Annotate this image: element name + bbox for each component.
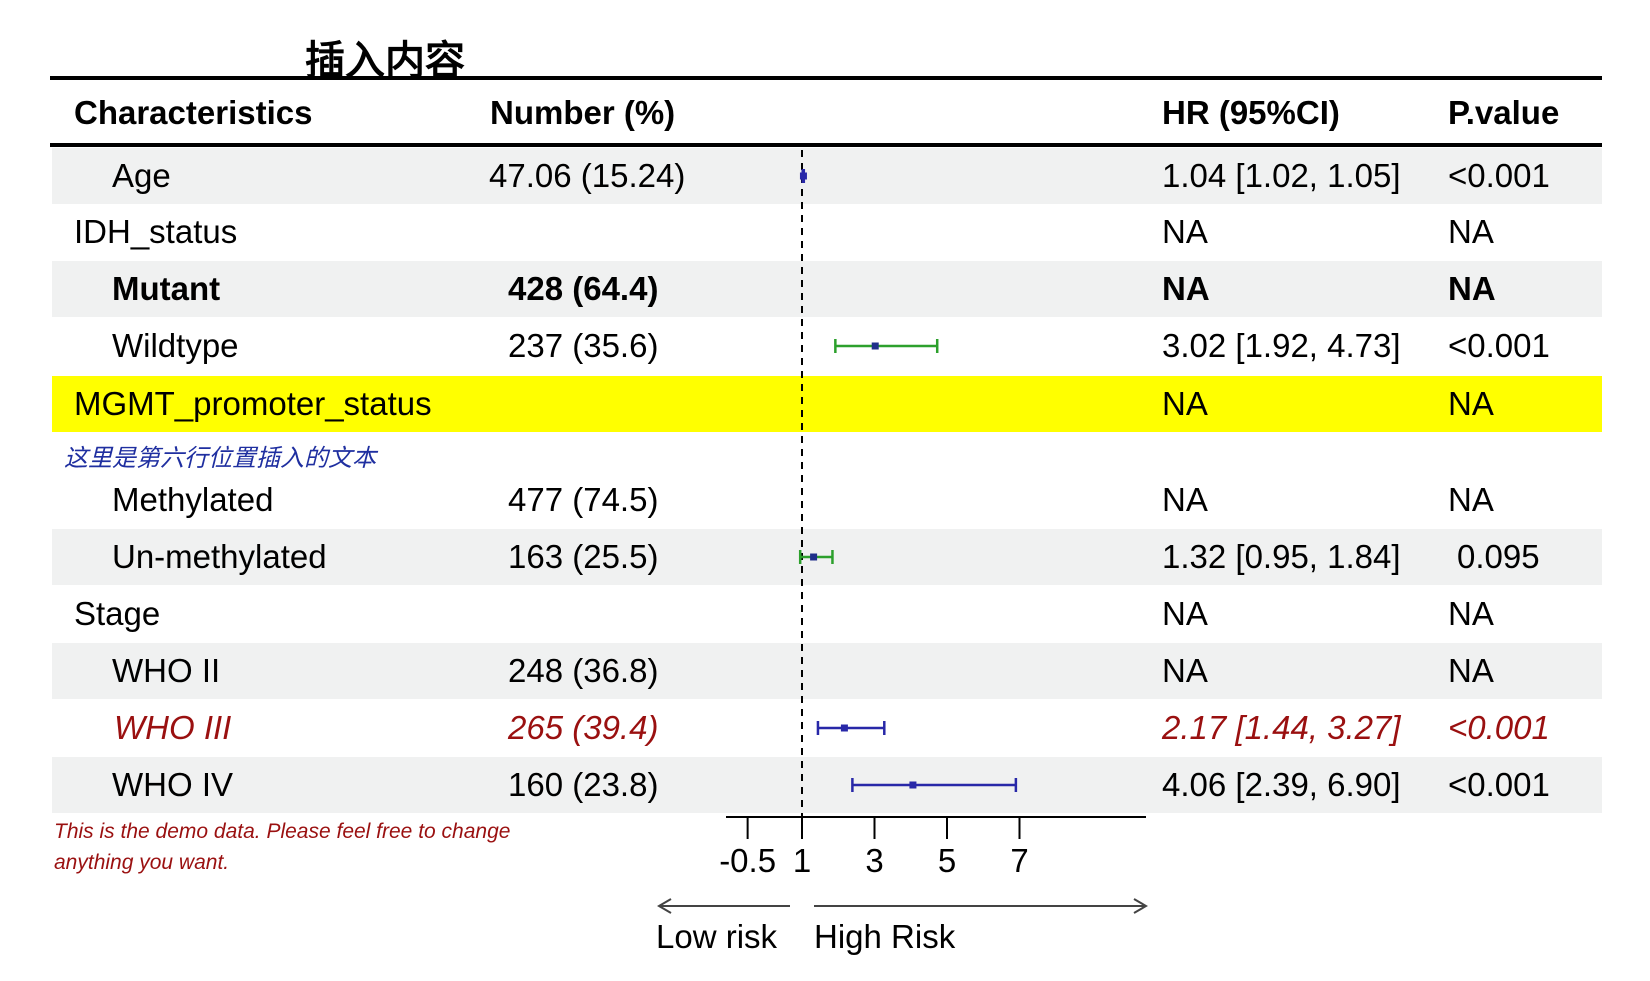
row-hr: NA bbox=[1162, 270, 1210, 307]
row-label: Mutant bbox=[112, 270, 221, 307]
row-hr: NA bbox=[1162, 652, 1208, 689]
row-pvalue: <0.001 bbox=[1448, 157, 1550, 194]
row-pvalue: NA bbox=[1448, 652, 1494, 689]
row-number: 477 (74.5) bbox=[508, 481, 659, 518]
row-number: 237 (35.6) bbox=[508, 327, 659, 364]
header-number: Number (%) bbox=[490, 94, 676, 131]
x-axis-ticks: -0.5 1 3 5 7 bbox=[719, 817, 1029, 879]
high-risk-label: High Risk bbox=[814, 918, 956, 955]
high-risk-arrow-head bbox=[1133, 898, 1148, 914]
row-label: Stage bbox=[74, 595, 161, 632]
row-hr: 2.17 [1.44, 3.27] bbox=[1162, 709, 1401, 746]
row-pvalue: <0.001 bbox=[1448, 766, 1550, 803]
ci-mark-who-iv bbox=[851, 778, 1018, 792]
row-hr: NA bbox=[1162, 481, 1208, 518]
table-row-mgmt-status: MGMT_promoter_status NA NA bbox=[52, 376, 1602, 432]
table-row-age: Age 47.06 (15.24) 1.04 [1.02, 1.05] <0.0… bbox=[52, 148, 1602, 204]
hr-point bbox=[810, 553, 818, 561]
row-label: WHO II bbox=[112, 652, 221, 689]
top-rule bbox=[50, 76, 1602, 80]
x-tick-label: -0.5 bbox=[719, 842, 776, 879]
header-rule bbox=[50, 143, 1602, 147]
ci-mark-age bbox=[799, 169, 807, 183]
row-hr: 3.02 [1.92, 4.73] bbox=[1162, 327, 1401, 364]
table-row-stage: Stage NA NA bbox=[52, 586, 1602, 642]
ci-mark-un-methylated bbox=[798, 550, 834, 564]
row-label: Wildtype bbox=[112, 327, 239, 364]
row-pvalue: NA bbox=[1448, 270, 1496, 307]
hr-point bbox=[799, 172, 807, 180]
row-label: WHO IV bbox=[112, 766, 233, 803]
ci-mark-who-iii bbox=[816, 721, 886, 735]
x-tick-label: 3 bbox=[865, 842, 883, 879]
row-pvalue: 0.095 bbox=[1457, 538, 1540, 575]
hr-point bbox=[840, 724, 848, 732]
risk-arrows bbox=[657, 898, 1148, 914]
table-row-who-iv: WHO IV 160 (23.8) 4.06 [2.39, 6.90] <0.0… bbox=[52, 757, 1602, 813]
table-row-who-ii: WHO II 248 (36.8) NA NA bbox=[52, 643, 1602, 699]
row-number: 163 (25.5) bbox=[508, 538, 659, 575]
row-pvalue: NA bbox=[1448, 213, 1494, 250]
row-hr: NA bbox=[1162, 213, 1208, 250]
row-number: 265 (39.4) bbox=[508, 709, 659, 746]
row-label: Age bbox=[112, 157, 171, 194]
low-risk-label: Low risk bbox=[656, 918, 778, 955]
row-hr: NA bbox=[1162, 595, 1208, 632]
row-label: Methylated bbox=[112, 481, 274, 518]
row-label: MGMT_promoter_status bbox=[74, 385, 432, 422]
row-hr: 4.06 [2.39, 6.90] bbox=[1162, 766, 1401, 803]
hr-point bbox=[909, 781, 917, 789]
row-pvalue: NA bbox=[1448, 481, 1494, 518]
row-number: 160 (23.8) bbox=[508, 766, 659, 803]
low-risk-arrow-head bbox=[657, 898, 672, 914]
demo-footnote: This is the demo data. Please feel free … bbox=[54, 820, 511, 874]
header-characteristics: Characteristics bbox=[74, 94, 313, 131]
table-row-methylated: Methylated 477 (74.5) NA NA bbox=[52, 472, 1602, 528]
row-number: 248 (36.8) bbox=[508, 652, 659, 689]
x-tick-label: 5 bbox=[938, 842, 956, 879]
row-hr: NA bbox=[1162, 385, 1208, 422]
hr-point bbox=[871, 342, 879, 350]
table-row-wildtype: Wildtype 237 (35.6) 3.02 [1.92, 4.73] <0… bbox=[52, 318, 1602, 374]
row-number: 47.06 (15.24) bbox=[489, 157, 686, 194]
table-row-mutant: Mutant 428 (64.4) NA NA bbox=[52, 261, 1602, 317]
row-hr: 1.32 [0.95, 1.84] bbox=[1162, 538, 1401, 575]
header-pvalue: P.value bbox=[1448, 94, 1560, 131]
row-pvalue: NA bbox=[1448, 595, 1494, 632]
row-label: IDH_status bbox=[74, 213, 238, 250]
ci-bars bbox=[798, 169, 1018, 792]
header-hr: HR (95%CI) bbox=[1162, 94, 1340, 131]
figure-title: 插入内容 bbox=[305, 39, 465, 83]
row-pvalue: NA bbox=[1448, 385, 1494, 422]
table-row-who-iii: WHO III 265 (39.4) 2.17 [1.44, 3.27] <0.… bbox=[52, 700, 1602, 756]
x-tick-label: 7 bbox=[1010, 842, 1028, 879]
x-tick-label: 1 bbox=[793, 842, 811, 879]
row-label: WHO III bbox=[114, 709, 232, 746]
row-hr: 1.04 [1.02, 1.05] bbox=[1162, 157, 1401, 194]
inserted-note: 这里是第六行位置插入的文本 bbox=[64, 445, 376, 472]
table-row-idh-status: IDH_status NA NA bbox=[52, 204, 1602, 260]
row-pvalue: <0.001 bbox=[1448, 327, 1550, 364]
row-pvalue: <0.001 bbox=[1448, 709, 1550, 746]
row-number: 428 (64.4) bbox=[508, 270, 659, 307]
row-label: Un-methylated bbox=[112, 538, 327, 575]
ci-mark-wildtype bbox=[834, 339, 939, 353]
